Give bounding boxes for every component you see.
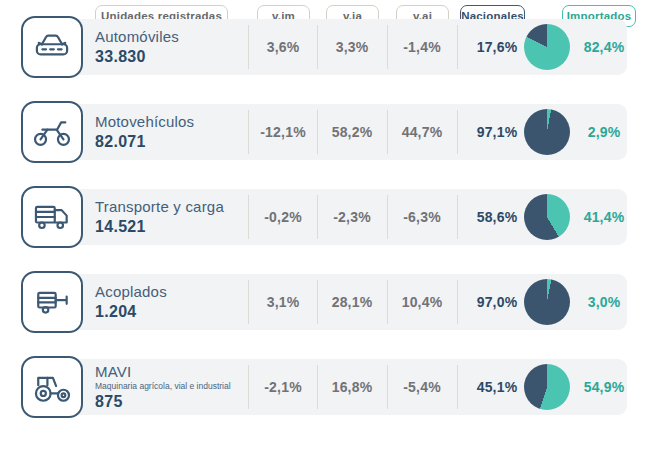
category-title: MAVI [95,363,245,380]
tractor-icon [21,356,83,418]
via-value: 58,2% [319,104,385,160]
nacionales-importados-pie-chart [524,194,570,240]
vai-value: -6,3% [389,189,455,245]
column-divider [387,195,388,239]
units-registered: 14.521 [95,218,245,236]
importados-value: 3,0% [571,274,637,330]
vehicle-registrations-dashboard: Unidades registradas v.im v.ia v.ai Naci… [0,0,650,450]
vim-value: -0,2% [250,189,316,245]
column-divider [317,365,318,409]
truck-icon [21,186,83,248]
column-divider [248,110,249,154]
motorcycle-icon [21,101,83,163]
category-title: Motovehículos [95,113,245,130]
importados-value: 41,4% [571,189,637,245]
column-divider [387,110,388,154]
nacionales-value: 58,6% [464,189,530,245]
vai-value: 44,7% [389,104,455,160]
column-divider [457,280,458,324]
nacionales-importados-pie-chart [524,364,570,410]
importados-value: 54,9% [571,359,637,415]
car-icon [21,16,83,78]
nacionales-importados-pie-chart [524,24,570,70]
importados-value: 82,4% [571,19,637,75]
nacionales-value: 17,6% [464,19,530,75]
via-value: 28,1% [319,274,385,330]
table-row-motovehiculos: Motovehículos 82.071 -12,1% 58,2% 44,7% … [0,104,650,160]
category-subtitle: Maquinaria agrícola, vial e industrial [95,381,245,391]
column-divider [317,25,318,69]
table-row-acoplados: Acoplados 1.204 3,1% 28,1% 10,4% 97,0% 3… [0,274,650,330]
column-divider [248,365,249,409]
column-divider [457,195,458,239]
via-value: 3,3% [319,19,385,75]
column-divider [457,365,458,409]
vim-value: 3,1% [250,274,316,330]
trailer-icon [21,271,83,333]
column-divider [387,365,388,409]
vai-value: -1,4% [389,19,455,75]
category-title: Transporte y carga [95,198,245,215]
via-value: 16,8% [319,359,385,415]
units-registered: 33.830 [95,48,245,66]
category-name-block: Acoplados 1.204 [95,274,245,330]
vim-value: 3,6% [250,19,316,75]
table-row-transporte-y-carga: Transporte y carga 14.521 -0,2% -2,3% -6… [0,189,650,245]
nacionales-value: 97,1% [464,104,530,160]
units-registered: 82.071 [95,133,245,151]
table-row-mavi: MAVI Maquinaria agrícola, vial e industr… [0,359,650,415]
via-value: -2,3% [319,189,385,245]
column-divider [317,110,318,154]
importados-value: 2,9% [571,104,637,160]
units-registered: 1.204 [95,303,245,321]
category-title: Acoplados [95,283,245,300]
column-divider [248,280,249,324]
nacionales-importados-pie-chart [524,279,570,325]
nacionales-value: 45,1% [464,359,530,415]
units-registered: 875 [95,393,245,411]
category-name-block: Motovehículos 82.071 [95,104,245,160]
column-divider [248,25,249,69]
column-divider [248,195,249,239]
column-divider [387,25,388,69]
nacionales-value: 97,0% [464,274,530,330]
nacionales-importados-pie-chart [524,109,570,155]
category-name-block: Transporte y carga 14.521 [95,189,245,245]
column-divider [317,280,318,324]
category-name-block: Automóviles 33.830 [95,19,245,75]
column-divider [457,110,458,154]
column-divider [387,280,388,324]
category-title: Automóviles [95,28,245,45]
vim-value: -12,1% [250,104,316,160]
category-name-block: MAVI Maquinaria agrícola, vial e industr… [95,359,245,415]
vai-value: -5,4% [389,359,455,415]
column-divider [317,195,318,239]
vai-value: 10,4% [389,274,455,330]
vim-value: -2,1% [250,359,316,415]
column-divider [457,25,458,69]
table-row-automoviles: Automóviles 33.830 3,6% 3,3% -1,4% 17,6%… [0,19,650,75]
